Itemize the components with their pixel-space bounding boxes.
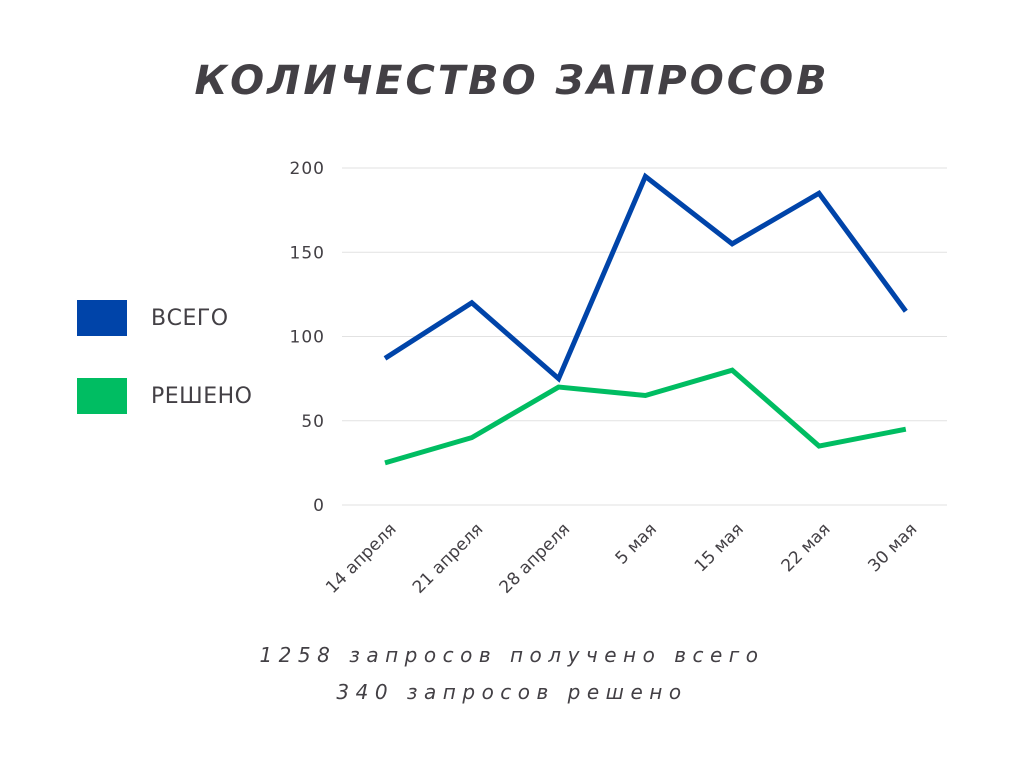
legend-swatch-solved — [77, 378, 127, 414]
x-tick-label: 5 мая — [612, 519, 661, 568]
y-tick-label: 0 — [313, 496, 325, 516]
legend-item-solved: РЕШЕНО — [77, 377, 252, 415]
gridlines — [342, 167, 947, 506]
series-line-solved — [384, 367, 907, 466]
y-tick-label: 100 — [290, 328, 325, 348]
legend-label-total: ВСЕГО — [151, 305, 229, 331]
footer-total-text: 1258 запросов получено всего — [259, 643, 765, 667]
series-lines — [383, 172, 908, 466]
y-axis-ticks: 0 50 100 150 200 — [290, 159, 325, 516]
y-tick-label: 50 — [301, 412, 325, 432]
x-tick-label: 14 апреля — [322, 519, 400, 597]
y-tick-label: 150 — [290, 243, 325, 263]
footer-solved-text: 340 запросов решено — [336, 680, 688, 704]
x-tick-label: 30 мая — [864, 519, 921, 576]
legend: ВСЕГО РЕШЕНО — [77, 299, 252, 455]
x-axis-ticks: 14 апреля 21 апреля 28 апреля 5 мая 15 мая 22… — [322, 519, 921, 597]
legend-swatch-total — [77, 300, 127, 336]
legend-label-solved: РЕШЕНО — [151, 383, 253, 409]
x-tick-label: 28 апреля — [496, 519, 574, 597]
x-tick-label: 22 мая — [778, 519, 835, 576]
series-line-total — [383, 172, 908, 383]
legend-item-total: ВСЕГО — [77, 299, 252, 337]
y-tick-label: 200 — [290, 159, 325, 179]
x-tick-label: 15 мая — [691, 519, 748, 576]
chart-title: КОЛИЧЕСТВО ЗАПРОСОВ — [194, 58, 830, 104]
x-tick-label: 21 апреля — [409, 519, 487, 597]
